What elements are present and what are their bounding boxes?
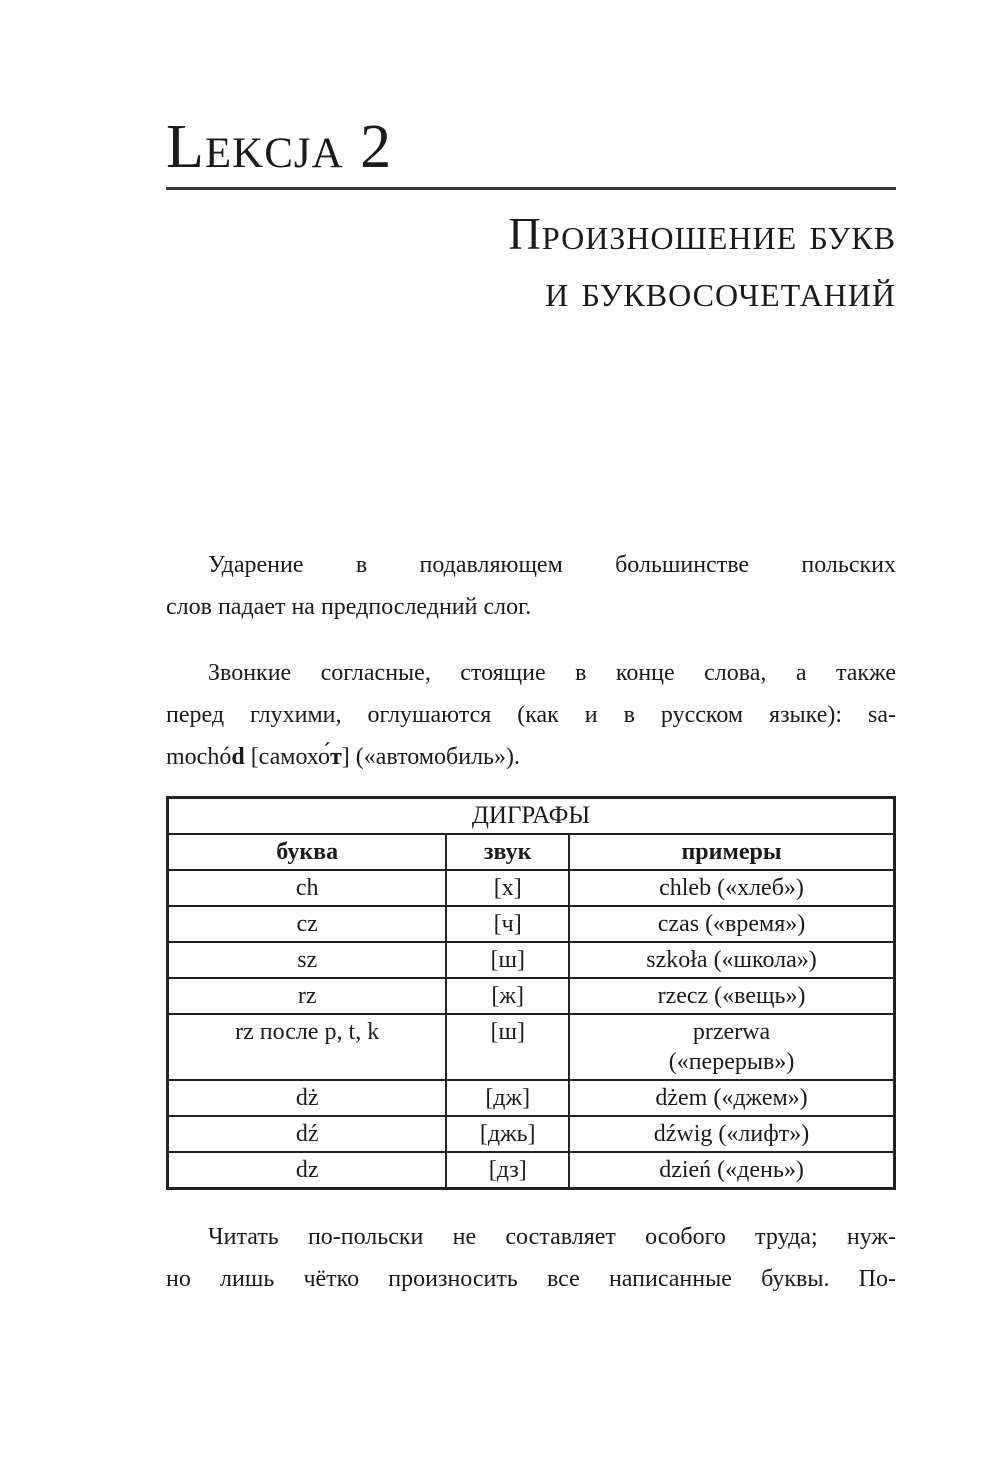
letter-cell: dz [166,1151,448,1190]
sound-cell: [джь] [445,1115,571,1153]
letter-cell: rz [166,977,448,1015]
paragraph-line: но лишь чётко произносить все написанные… [166,1266,896,1292]
table-title: ДИГРАФЫ [166,796,896,835]
book-page: Lekcja 2 Произношение букв и буквосочета… [166,113,896,1300]
column-header-letter: буква [166,833,448,871]
paragraph-line: Ударение в подавляющем большинстве польс… [208,552,896,578]
table-row: dż [дж] dżem («джем») [166,1079,896,1117]
table-row: dz [дз] dzień («день») [166,1151,896,1190]
example-cell: dźwig («лифт») [568,1115,896,1153]
example-cell: rzecz («вещь») [568,977,896,1015]
table-row: dź [джь] dźwig («лифт») [166,1115,896,1153]
text-run-bold: d [231,744,245,770]
sound-cell: [ч] [445,905,571,943]
chapter-title: Произношение букв и буквосочетаний [166,206,896,320]
paragraph-line: слов падает на предпоследний слог. [166,594,532,620]
paragraph-line: Читать по-польски не составляет особого … [208,1224,896,1250]
example-cell: przerwa («перерыв») [568,1013,896,1081]
paragraph-voiced-consonants: Звонкие согласные, стоящие в конце слова… [166,652,896,778]
column-header-examples: примеры [568,833,896,871]
heading-rule [166,187,896,190]
table-row: cz [ч] czas («время») [166,905,896,943]
chapter-title-line1: Произношение букв [508,209,896,259]
example-cell: dżem («джем») [568,1079,896,1117]
table-row: rz после p, t, k [ш] przerwa («перерыв») [166,1013,896,1081]
paragraph-stress: Ударение в подавляющем большинстве польс… [166,544,896,628]
sound-cell: [ш] [445,1013,571,1081]
sound-cell: [ш] [445,941,571,979]
sound-cell: [дж] [445,1079,571,1117]
example-cell: chleb («хлеб») [568,869,896,907]
letter-cell: ch [166,869,448,907]
chapter-title-line2: и буквосочетаний [545,266,896,316]
text-run: mochó [166,744,232,770]
paragraph-line: перед глухими, оглушаются (как и в русск… [166,702,896,728]
sound-cell: [дз] [445,1151,571,1190]
letter-cell: cz [166,905,448,943]
paragraph-line: mochód [самохо́т] («автомобиль»). [166,736,896,778]
text-run: [самохо́ [244,744,330,770]
lesson-heading: Lekcja 2 [166,113,393,181]
example-cell: dzień («день») [568,1151,896,1190]
text-run-bold: т [329,744,342,770]
paragraph-reading: Читать по-польски не составляет особого … [166,1216,896,1300]
table-header-row: буква звук примеры [166,833,896,871]
text-run: ] («автомобиль»). [341,744,520,770]
column-header-sound: звук [445,833,571,871]
table-title-row: ДИГРАФЫ [166,796,896,835]
table-row: ch [х] chleb («хлеб») [166,869,896,907]
letter-cell: sz [166,941,448,979]
letter-cell: rz после p, t, k [166,1013,448,1081]
example-cell: czas («время») [568,905,896,943]
letter-cell: dż [166,1079,448,1117]
table-row: sz [ш] szkoła («школа») [166,941,896,979]
table-row: rz [ж] rzecz («вещь») [166,977,896,1015]
example-cell: szkoła («школа») [568,941,896,979]
letter-cell: dź [166,1115,448,1153]
sound-cell: [ж] [445,977,571,1015]
sound-cell: [х] [445,869,571,907]
digraphs-table: ДИГРАФЫ буква звук примеры ch [х] chleb … [166,796,896,1190]
paragraph-line: Звонкие согласные, стоящие в конце слова… [208,660,896,686]
